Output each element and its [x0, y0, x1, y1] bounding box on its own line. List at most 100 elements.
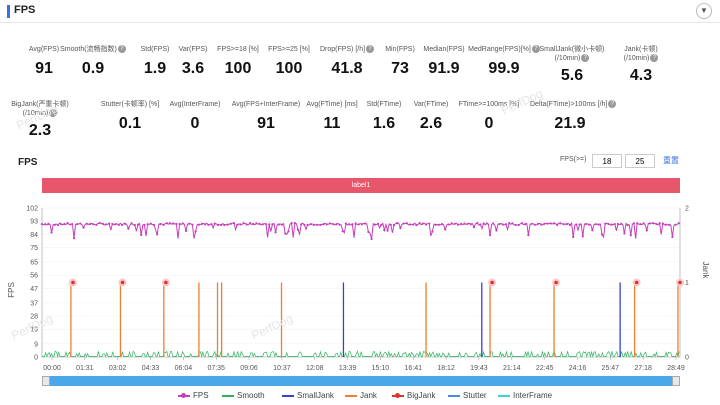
fps-point: [435, 224, 437, 226]
fps-point: [678, 222, 680, 224]
fps-point: [243, 222, 245, 224]
fps-point: [457, 223, 459, 225]
fps-point: [67, 222, 69, 224]
legend-item-smooth[interactable]: Smooth: [222, 391, 265, 400]
fps-point: [505, 223, 507, 225]
fps-point: [83, 227, 85, 229]
y2-tick-label: 1: [685, 280, 689, 287]
fps-point: [431, 230, 433, 232]
legend-item-stutter[interactable]: Stutter: [448, 391, 487, 400]
fps-point: [249, 222, 251, 224]
fps-point: [278, 223, 280, 225]
x-tick-label: 12:08: [306, 365, 324, 372]
fps-point: [483, 222, 485, 224]
y-tick-label: 75: [30, 245, 38, 252]
fps-point: [153, 224, 155, 226]
fps-point: [563, 223, 565, 225]
x-tick-label: 10:37: [273, 365, 291, 372]
fps-point: [156, 233, 158, 235]
legend-swatch: [222, 395, 234, 397]
fps-point: [329, 222, 331, 224]
fps-point: [569, 224, 571, 226]
fps-point: [390, 224, 392, 226]
fps-point: [646, 229, 648, 231]
fps-point: [57, 224, 59, 226]
fps-point: [294, 222, 296, 224]
legend-swatch: [282, 395, 294, 397]
fps-point: [137, 224, 139, 226]
fps-point: [591, 229, 593, 231]
fps-point: [310, 223, 312, 225]
y-axis-label: FPS: [7, 282, 16, 298]
legend-item-bigjank[interactable]: BigJank: [392, 391, 435, 400]
fps-point: [259, 223, 261, 225]
fps-point: [476, 222, 478, 224]
fps-point: [79, 222, 81, 224]
fps-point: [99, 222, 101, 224]
fps-point: [649, 222, 651, 224]
x-tick-label: 04:33: [142, 365, 160, 372]
fps-point: [460, 223, 462, 225]
fps-point: [63, 223, 65, 225]
fps-point: [252, 223, 254, 225]
fps-point: [361, 223, 363, 225]
fps-point: [511, 222, 513, 224]
y2-axis-label: Jank: [701, 262, 710, 280]
fps-point: [124, 223, 126, 225]
fps-point: [284, 232, 286, 234]
fps-point: [515, 224, 517, 226]
x-tick-label: 24:16: [569, 365, 587, 372]
fps-point: [92, 223, 94, 225]
fps-point: [572, 236, 574, 238]
legend-item-interframe[interactable]: InterFrame: [498, 391, 552, 400]
fps-point: [399, 227, 401, 229]
fps-point: [489, 234, 491, 236]
fps-point: [70, 223, 72, 225]
fps-point: [236, 224, 238, 226]
fps-point: [451, 222, 453, 224]
y-tick-label: 56: [30, 273, 38, 280]
fps-point: [179, 223, 181, 225]
fps-point: [403, 222, 405, 224]
legend-item-smalljank[interactable]: SmallJank: [282, 391, 334, 400]
fps-point: [527, 234, 529, 236]
fps-point: [425, 223, 427, 225]
fps-point: [172, 222, 174, 224]
fps-point: [121, 224, 123, 226]
fps-point: [131, 222, 133, 224]
y-tick-label: 9: [34, 341, 38, 348]
x-tick-label: 27:18: [634, 365, 652, 372]
fps-point: [387, 230, 389, 232]
legend-label: Stutter: [463, 391, 487, 400]
fps-point: [348, 223, 350, 225]
fps-point: [454, 223, 456, 225]
fps-point: [246, 223, 248, 225]
x-tick-label: 22:45: [536, 365, 554, 372]
fps-point: [271, 223, 273, 225]
time-range-scrollbar[interactable]: [42, 376, 680, 386]
fps-point: [211, 223, 213, 225]
fps-point: [675, 224, 677, 226]
fps-point: [351, 223, 353, 225]
legend-item-fps[interactable]: FPS: [178, 391, 209, 400]
x-tick-label: 28:49: [667, 365, 685, 372]
x-tick-label: 01:31: [76, 365, 94, 372]
fps-point: [499, 223, 501, 225]
fps-point: [118, 224, 120, 226]
legend-label: Smooth: [237, 391, 265, 400]
fps-point: [598, 223, 600, 225]
scroll-handle-right[interactable]: [672, 376, 680, 386]
fps-point: [316, 224, 318, 226]
fps-point: [655, 223, 657, 225]
fps-point: [636, 222, 638, 224]
fps-point: [383, 229, 385, 231]
fps-point: [614, 223, 616, 225]
fps-point: [47, 223, 49, 225]
scroll-handle-left[interactable]: [42, 376, 50, 386]
fps-point: [566, 223, 568, 225]
legend-item-jank[interactable]: Jank: [345, 391, 377, 400]
y-tick-label: 47: [30, 286, 38, 293]
fps-point: [447, 223, 449, 225]
y-tick-label: 19: [30, 327, 38, 334]
